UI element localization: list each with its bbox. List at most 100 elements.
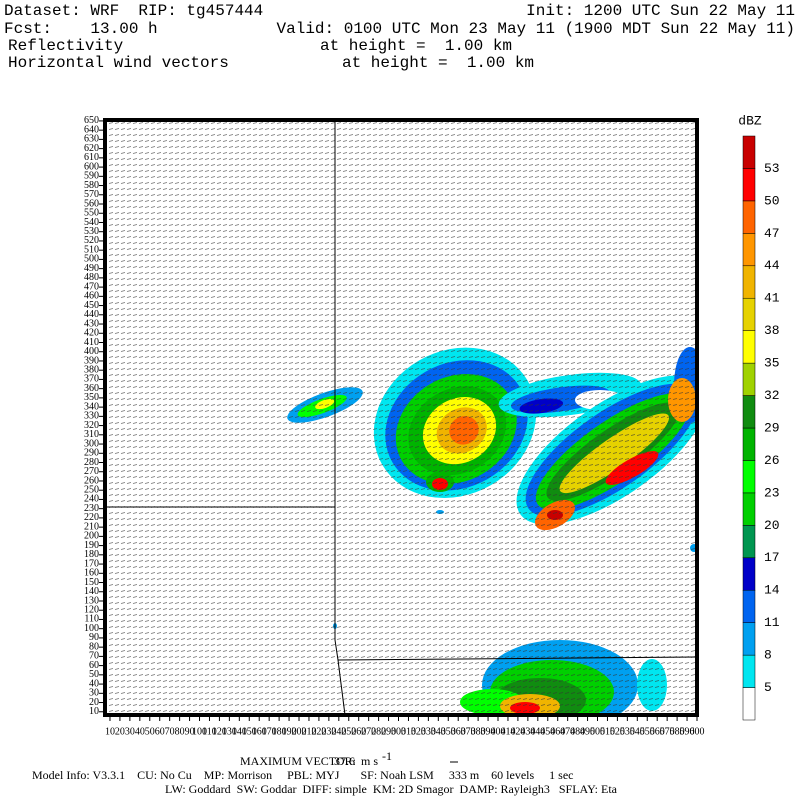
x-tick-label: 540: [630, 726, 645, 737]
x-tick-label: 30: [125, 726, 135, 737]
y-tick-label: 550: [84, 208, 99, 219]
colorbar-box: [742, 233, 756, 267]
colorbar-label: 5: [764, 680, 772, 695]
y-tick-label: 640: [84, 124, 99, 135]
x-tick-label: 520: [610, 726, 625, 737]
colorbar-label: 50: [764, 193, 780, 208]
colorbar-box: [742, 297, 756, 331]
x-tick-label: 570: [660, 726, 675, 737]
x-tick-label: 10: [105, 726, 115, 737]
colorbar-label: 32: [764, 388, 780, 403]
colorbar-box: [742, 525, 756, 559]
field-level: at height = 1.00 km: [320, 37, 512, 55]
y-tick-label: 60: [89, 660, 99, 671]
x-tick-label: 590: [680, 726, 695, 737]
y-tick-label: 410: [84, 337, 99, 348]
colorbar-box: [742, 330, 756, 364]
colorbar-label: 26: [764, 453, 780, 468]
x-tick-label: 600: [690, 726, 705, 737]
y-tick-label: 100: [84, 623, 99, 634]
y-tick-label: 300: [84, 438, 99, 449]
x-tick-label: 480: [570, 726, 585, 737]
y-tick-label: 230: [84, 503, 99, 514]
y-tick-label: 560: [84, 198, 99, 209]
y-tick-label: 570: [84, 189, 99, 200]
x-tick-label: 240: [331, 726, 346, 737]
y-tick-label: 270: [84, 466, 99, 477]
y-tick-label: 580: [84, 180, 99, 191]
y-tick-label: 460: [84, 291, 99, 302]
x-tick-label: 320: [411, 726, 426, 737]
y-tick-label: 470: [84, 281, 99, 292]
x-tick-label: 190: [282, 726, 297, 737]
x-tick-label: 390: [481, 726, 496, 737]
field-name: Horizontal wind vectors: [8, 54, 229, 72]
y-tick-label: 80: [89, 641, 99, 652]
valid-time: Valid: 0100 UTC Mon 23 May 11 (1900 MDT …: [277, 20, 795, 38]
y-tick-label: 140: [84, 586, 99, 597]
forecast-hour: Fcst: 13.00 h: [4, 20, 158, 38]
x-tick-label: 100: [192, 726, 207, 737]
y-tick-label: 440: [84, 309, 99, 320]
y-tick-label: 370: [84, 374, 99, 385]
x-tick-label: 550: [640, 726, 655, 737]
x-tick-label: 380: [471, 726, 486, 737]
y-tick-label: 330: [84, 411, 99, 422]
y-tick-label: 360: [84, 383, 99, 394]
y-tick-label: 280: [84, 457, 99, 468]
colorbar-label: 41: [764, 291, 780, 306]
model-info: Model Info: V3.3.1 CU: No Cu MP: Morriso…: [32, 768, 573, 782]
colorbar-label: 35: [764, 356, 780, 371]
x-tick-label: 220: [311, 726, 326, 737]
y-tick-label: 380: [84, 364, 99, 375]
colorbar-box: [742, 427, 756, 461]
x-tick-label: 470: [560, 726, 575, 737]
colorbar-box: [742, 265, 756, 299]
colorbar-box: [742, 687, 756, 721]
x-tick-label: 110: [202, 726, 217, 737]
colorbar-label: 47: [764, 226, 780, 241]
x-tick-label: 370: [461, 726, 476, 737]
y-tick-label: 40: [89, 678, 99, 689]
plot-frame: [103, 118, 699, 717]
x-tick-label: 210: [301, 726, 316, 737]
x-tick-label: 440: [530, 726, 545, 737]
y-tick-label: 50: [89, 669, 99, 680]
colorbar-label: 38: [764, 323, 780, 338]
y-tick-label: 390: [84, 355, 99, 366]
x-tick-label: 290: [381, 726, 396, 737]
y-tick-label: 400: [84, 346, 99, 357]
y-tick-label: 430: [84, 318, 99, 329]
colorbar-label: 8: [764, 648, 772, 663]
colorbar-unit: dBZ: [738, 113, 762, 128]
max-vector-label: MAXIMUM VECTOR:: [240, 754, 356, 768]
x-tick-label: 430: [520, 726, 535, 737]
y-tick-label: 250: [84, 484, 99, 495]
y-tick-label: 520: [84, 235, 99, 246]
colorbar-box: [742, 492, 756, 526]
colorbar-box: [742, 168, 756, 202]
x-tick-label: 230: [321, 726, 336, 737]
x-tick-label: 280: [371, 726, 386, 737]
x-tick-label: 530: [620, 726, 635, 737]
y-tick-label: 480: [84, 272, 99, 283]
x-tick-label: 40: [135, 726, 145, 737]
model-info: LW: Goddard SW: Goddar DIFF: simple KM: …: [165, 782, 618, 796]
colorbar-label: 20: [764, 518, 780, 533]
x-tick-label: 250: [341, 726, 356, 737]
y-tick-label: 540: [84, 217, 99, 228]
colorbar-box: [742, 362, 756, 396]
y-tick-label: 220: [84, 512, 99, 523]
colorbar-label: 17: [764, 550, 780, 565]
x-tick-label: 450: [540, 726, 555, 737]
colorbar-box: [742, 654, 756, 688]
y-tick-label: 600: [84, 161, 99, 172]
x-tick-label: 580: [670, 726, 685, 737]
x-tick-label: 560: [650, 726, 665, 737]
colorbar-box: [742, 557, 756, 591]
y-tick-label: 10: [89, 706, 99, 717]
init-time: Init: 1200 UTC Sun 22 May 11: [526, 2, 795, 20]
max-vector-exponent: -1: [382, 749, 392, 763]
y-tick-label: 320: [84, 420, 99, 431]
x-tick-label: 120: [212, 726, 227, 737]
